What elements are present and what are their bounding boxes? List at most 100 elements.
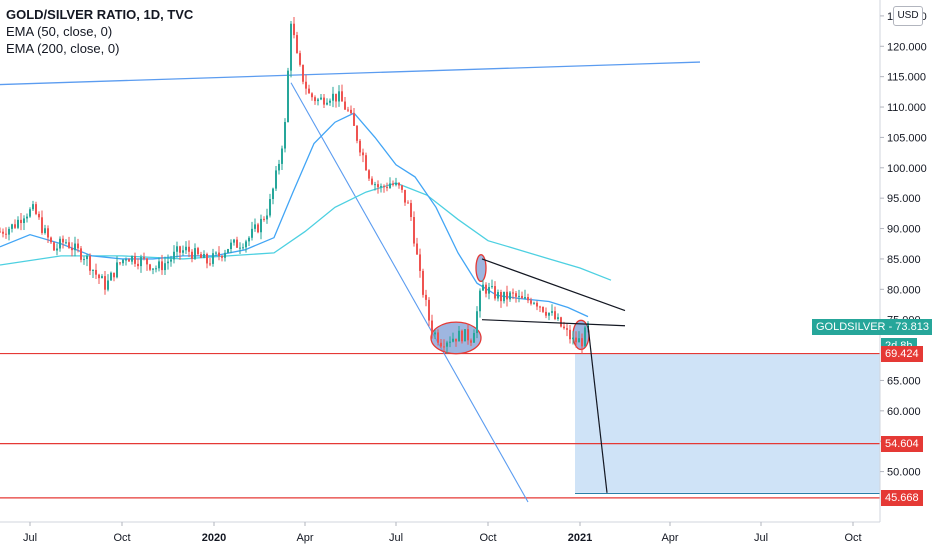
candle-body bbox=[578, 338, 580, 343]
candle-body bbox=[185, 246, 187, 251]
candle-body bbox=[194, 248, 196, 259]
candle-body bbox=[116, 262, 118, 278]
candle-body bbox=[377, 184, 379, 188]
symbol-label: GOLDSILVER bbox=[816, 320, 886, 333]
candle-body bbox=[395, 182, 397, 185]
candle-body bbox=[188, 246, 190, 252]
candle-body bbox=[107, 280, 109, 290]
candle-body bbox=[179, 246, 181, 253]
candle-body bbox=[242, 247, 244, 249]
candle-body bbox=[566, 328, 568, 330]
candle-body bbox=[23, 218, 25, 224]
candle-body bbox=[203, 254, 205, 258]
candle-body bbox=[80, 248, 82, 260]
time-axis-label: Jul bbox=[389, 532, 403, 544]
candle-body bbox=[311, 93, 313, 98]
candle-body bbox=[29, 209, 31, 217]
price-axis-label: 80.000 bbox=[887, 284, 921, 296]
candle-body bbox=[281, 148, 283, 164]
candle-body bbox=[362, 152, 364, 156]
level-price-tag: 45.668 bbox=[881, 489, 923, 506]
candle-body bbox=[62, 238, 64, 243]
price-axis-label: 115.000 bbox=[887, 72, 926, 84]
candle-body bbox=[554, 311, 556, 320]
candle-body bbox=[278, 163, 280, 171]
candle-body bbox=[38, 213, 40, 218]
candle-body bbox=[83, 259, 85, 261]
candle-body bbox=[122, 259, 124, 264]
time-axis-label: 2021 bbox=[568, 532, 592, 544]
candle-body bbox=[26, 216, 28, 219]
candle-body bbox=[464, 329, 466, 342]
candle-body bbox=[287, 70, 289, 123]
candle-body bbox=[101, 276, 103, 279]
candle-body bbox=[398, 182, 400, 186]
candle-body bbox=[338, 91, 340, 102]
candle-body bbox=[491, 286, 493, 288]
price-axis-label: 120.000 bbox=[887, 41, 927, 53]
candle-body bbox=[257, 224, 259, 233]
price-axis-label: 90.000 bbox=[887, 224, 921, 236]
candle-body bbox=[212, 253, 214, 264]
candle-body bbox=[47, 228, 49, 238]
legend-ema200: EMA (200, close, 0) bbox=[6, 41, 120, 56]
currency-button[interactable]: USD bbox=[893, 6, 923, 26]
candle-body bbox=[146, 258, 148, 265]
candle-body bbox=[239, 247, 241, 249]
candle-body bbox=[539, 306, 541, 308]
candle-body bbox=[77, 243, 79, 249]
candle-body bbox=[524, 297, 526, 299]
candle-body bbox=[410, 203, 412, 218]
candle-body bbox=[191, 251, 193, 259]
candle-body bbox=[473, 333, 475, 343]
candle-body bbox=[68, 242, 70, 248]
candle-body bbox=[356, 125, 358, 141]
chart-legend: GOLD/SILVER RATIO, 1D, TVC EMA (50, clos… bbox=[6, 6, 193, 57]
candle-body bbox=[227, 249, 229, 253]
candle-body bbox=[263, 218, 265, 220]
candle-body bbox=[431, 320, 433, 335]
candle-body bbox=[500, 292, 502, 302]
candle-body bbox=[149, 264, 151, 270]
candle-body bbox=[479, 290, 481, 312]
candle-body bbox=[494, 286, 496, 299]
candle-body bbox=[17, 219, 19, 228]
candle-body bbox=[35, 204, 37, 214]
candle-body bbox=[170, 259, 172, 262]
candle-body bbox=[299, 53, 301, 65]
candle-body bbox=[374, 184, 376, 186]
candle-body bbox=[443, 346, 445, 348]
candle-body bbox=[380, 186, 382, 188]
target-zone bbox=[575, 353, 880, 493]
candle-body bbox=[284, 122, 286, 149]
legend-ema50: EMA (50, close, 0) bbox=[6, 24, 113, 39]
candle-body bbox=[218, 252, 220, 257]
candle-body bbox=[143, 257, 145, 259]
candle-body bbox=[503, 291, 505, 302]
candle-body bbox=[365, 155, 367, 171]
candle-body bbox=[488, 287, 490, 294]
candle-body bbox=[551, 311, 553, 313]
candle-body bbox=[341, 91, 343, 102]
candle-body bbox=[71, 247, 73, 251]
candle-body bbox=[41, 217, 43, 233]
candle-body bbox=[290, 23, 292, 71]
candle-body bbox=[392, 183, 394, 185]
candle-body bbox=[182, 250, 184, 253]
candle-body bbox=[119, 262, 121, 264]
candle-body bbox=[347, 109, 349, 111]
candle-body bbox=[161, 261, 163, 271]
candle-body bbox=[272, 188, 274, 200]
candle-body bbox=[329, 100, 331, 103]
candle-body bbox=[74, 243, 76, 251]
candle-body bbox=[230, 242, 232, 250]
candle-body bbox=[53, 242, 55, 251]
candle-body bbox=[137, 263, 139, 267]
candle-body bbox=[320, 97, 322, 100]
candle-body bbox=[404, 189, 406, 203]
candle-body bbox=[482, 284, 484, 291]
candle-body bbox=[353, 113, 355, 126]
candle-body bbox=[233, 239, 235, 243]
candle-body bbox=[521, 295, 523, 299]
